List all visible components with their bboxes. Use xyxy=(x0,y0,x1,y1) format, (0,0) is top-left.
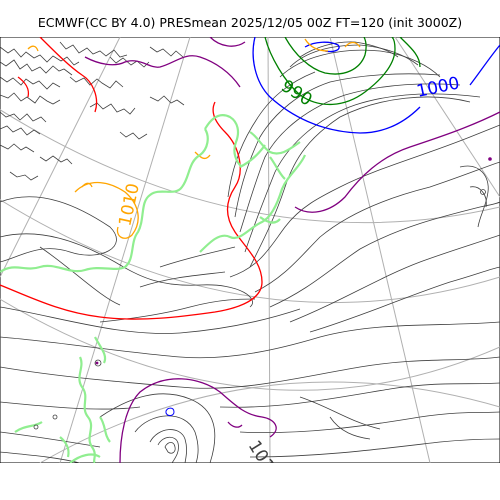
map-canvas: 990 1000 1010 1010 xyxy=(0,37,500,463)
small-contours xyxy=(33,189,486,430)
low-center-south xyxy=(165,407,175,416)
pressure-map: 990 1000 1010 1010 xyxy=(0,37,500,463)
isobar-1000 xyxy=(252,37,500,134)
isobars-noisy-land xyxy=(0,41,185,181)
small-dots xyxy=(95,157,492,365)
isobar-1010 xyxy=(27,38,361,239)
map-title: ECMWF(CC BY 4.0) PRESmean 2025/12/05 00Z… xyxy=(37,15,463,30)
isobars-thin xyxy=(0,41,500,463)
isobar-1030 xyxy=(84,37,500,463)
isobar-1020 xyxy=(0,37,263,320)
coastline xyxy=(0,113,307,463)
isobar-990 xyxy=(264,37,421,106)
